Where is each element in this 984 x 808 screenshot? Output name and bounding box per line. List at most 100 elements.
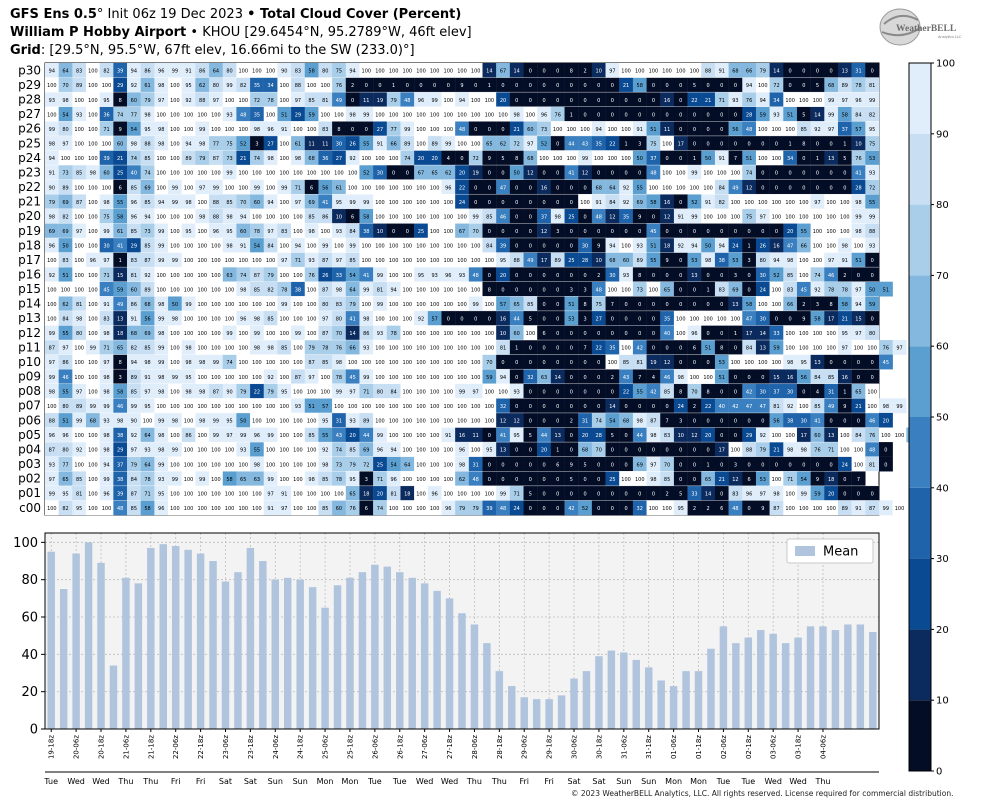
heatmap-value: 100 bbox=[457, 302, 467, 308]
heatmap-value: 99 bbox=[377, 302, 383, 308]
heatmap-value: 93 bbox=[773, 112, 779, 118]
heatmap-value: 100 bbox=[567, 156, 577, 162]
heatmap-cell bbox=[414, 135, 429, 151]
heatmap-value: 37 bbox=[650, 156, 656, 162]
heatmap-value: 82 bbox=[103, 69, 109, 75]
heatmap-cell bbox=[400, 121, 415, 137]
heatmap-value: 20 bbox=[459, 171, 465, 177]
heatmap-value: 49 bbox=[732, 185, 738, 191]
heatmap-value: 0 bbox=[556, 287, 559, 293]
heatmap-value: 46 bbox=[62, 375, 68, 381]
heatmap-value: 0 bbox=[665, 448, 668, 454]
heatmap-value: 100 bbox=[47, 302, 57, 308]
heatmap-value: 94 bbox=[131, 360, 137, 366]
heatmap-value: 100 bbox=[854, 346, 864, 352]
heatmap-cell bbox=[373, 121, 388, 137]
heatmap-value: 94 bbox=[158, 200, 164, 206]
mean-bar bbox=[607, 650, 616, 729]
heatmap-value: 94 bbox=[773, 258, 779, 264]
heatmap-value: 51 bbox=[62, 419, 68, 425]
heatmap-value: 96 bbox=[267, 127, 273, 133]
heatmap-value: 97 bbox=[49, 477, 55, 483]
heatmap-value: 97 bbox=[842, 346, 848, 352]
day-label: Sun bbox=[616, 777, 631, 786]
heatmap-value: 58 bbox=[842, 112, 848, 118]
heatmap-value: 85 bbox=[814, 404, 820, 410]
mean-bar bbox=[520, 697, 528, 729]
heatmap-value: 58 bbox=[637, 83, 643, 89]
heatmap-value: 0 bbox=[556, 506, 559, 512]
heatmap-value: 53 bbox=[732, 258, 738, 264]
heatmap-value: 3 bbox=[583, 316, 586, 322]
heatmap-value: 100 bbox=[170, 273, 180, 279]
heatmap-value: 9 bbox=[597, 244, 600, 250]
heatmap-cell bbox=[154, 106, 169, 122]
heatmap-value: 70 bbox=[472, 229, 478, 235]
heatmap-value: 100 bbox=[690, 185, 700, 191]
heatmap-value: 41 bbox=[500, 433, 506, 439]
heatmap-value: 100 bbox=[293, 273, 303, 279]
heatmap-value: 0 bbox=[556, 404, 559, 410]
heatmap-value: 0 bbox=[460, 156, 463, 162]
heatmap-value: 85 bbox=[281, 346, 287, 352]
heatmap-value: 95 bbox=[500, 258, 506, 264]
heatmap-cell bbox=[550, 106, 565, 122]
heatmap-value: 51 bbox=[308, 404, 314, 410]
heatmap-value: 87 bbox=[295, 375, 301, 381]
heatmap-value: 46 bbox=[664, 375, 670, 381]
heatmap-value: 99 bbox=[801, 491, 807, 497]
x-tick-label: 22-18z bbox=[197, 735, 205, 759]
colorbar-tick-label: 90 bbox=[936, 129, 949, 140]
member-label: p20 bbox=[18, 209, 41, 223]
heatmap-value: 0 bbox=[707, 142, 710, 148]
heatmap-cell bbox=[619, 106, 634, 122]
heatmap-value: 100 bbox=[403, 287, 413, 293]
heatmap-value: 100 bbox=[293, 171, 303, 177]
heatmap-cell bbox=[373, 63, 388, 78]
heatmap-value: 100 bbox=[184, 287, 194, 293]
x-tick-label: 28-18z bbox=[496, 735, 504, 759]
mean-bar bbox=[470, 624, 479, 729]
member-label: p12 bbox=[18, 326, 41, 340]
heatmap-value: 7 bbox=[734, 156, 737, 162]
heatmap-value: 59 bbox=[308, 112, 314, 118]
heatmap-value: 0 bbox=[556, 98, 559, 104]
heatmap-cell bbox=[523, 121, 538, 137]
heatmap-value: 72 bbox=[254, 98, 260, 104]
heatmap-value: 95 bbox=[76, 506, 82, 512]
heatmap-value: 100 bbox=[88, 331, 98, 337]
heatmap-cell bbox=[140, 135, 155, 151]
heatmap-value: 32 bbox=[637, 506, 643, 512]
heatmap-value: 0 bbox=[556, 389, 559, 395]
heatmap-value: 100 bbox=[184, 171, 194, 177]
heatmap-value: 0 bbox=[748, 375, 751, 381]
heatmap-value: 0 bbox=[515, 214, 518, 220]
heatmap-value: 100 bbox=[594, 156, 604, 162]
heatmap-value: 100 bbox=[840, 214, 850, 220]
heatmap-value: 0 bbox=[652, 83, 655, 89]
heatmap-value: 0 bbox=[830, 360, 833, 366]
heatmap-value: 55 bbox=[62, 331, 68, 337]
heatmap-value: 79 bbox=[144, 98, 150, 104]
heatmap-value: 100 bbox=[758, 360, 768, 366]
heatmap-cell bbox=[865, 92, 880, 107]
heatmap-value: 54 bbox=[254, 244, 260, 250]
heatmap-value: 90 bbox=[49, 185, 55, 191]
heatmap-value: 22 bbox=[623, 389, 629, 395]
heatmap-value: 85 bbox=[131, 185, 137, 191]
heatmap-value: 99 bbox=[691, 171, 697, 177]
heatmap-value: 100 bbox=[703, 171, 713, 177]
heatmap-value: 93 bbox=[623, 273, 629, 279]
heatmap-value: 75 bbox=[103, 214, 109, 220]
heatmap-cell bbox=[72, 92, 87, 107]
heatmap-value: 98 bbox=[199, 360, 205, 366]
heatmap-cell bbox=[537, 92, 552, 107]
heatmap-value: 100 bbox=[430, 404, 440, 410]
heatmap-value: 68 bbox=[144, 302, 150, 308]
heatmap-value: 71 bbox=[828, 448, 834, 454]
heatmap-value: 100 bbox=[74, 375, 84, 381]
heatmap-cell bbox=[714, 106, 729, 122]
heatmap-cell bbox=[441, 121, 456, 137]
heatmap-value: 68 bbox=[596, 185, 602, 191]
heatmap-cell bbox=[769, 121, 784, 137]
